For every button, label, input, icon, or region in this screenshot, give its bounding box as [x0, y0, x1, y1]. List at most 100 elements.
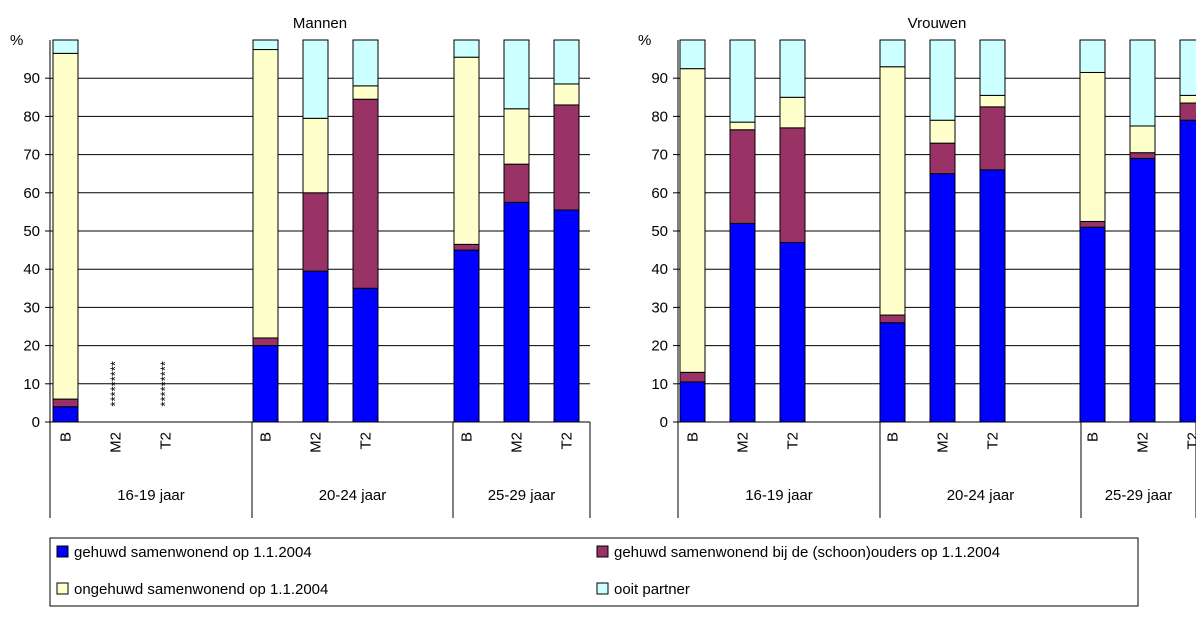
bar-segment: [303, 193, 328, 271]
bar-segment: [454, 40, 479, 57]
y-tick-label: 20: [23, 338, 40, 355]
y-tick-label: 30: [23, 299, 40, 316]
bar-segment: [504, 164, 529, 202]
bar-segment: [1080, 72, 1105, 221]
bar-segment: [1080, 221, 1105, 227]
bar-segment: [930, 120, 955, 143]
y-tick-label: 90: [23, 70, 40, 87]
bar-segment: [780, 40, 805, 97]
bar-segment: [504, 40, 529, 109]
bar-segment: [880, 67, 905, 315]
bar-segment: [930, 40, 955, 120]
x-tick-label: T2: [785, 432, 802, 450]
bar-segment: [1130, 40, 1155, 126]
group-label: 20-24 jaar: [319, 487, 387, 504]
y-tick-label: 40: [651, 261, 668, 278]
bar-segment: [980, 107, 1005, 170]
bar-segment: [353, 288, 378, 422]
bar-segment: [253, 338, 278, 346]
bar-segment: [880, 40, 905, 67]
y-tick-label: 40: [23, 261, 40, 278]
y-tick-label: 80: [651, 108, 668, 125]
bar-segment: [554, 105, 579, 210]
bar-segment: [253, 50, 278, 338]
bar-segment: [930, 143, 955, 174]
legend-swatch: [57, 583, 68, 594]
bar-segment: [53, 407, 78, 422]
x-tick-label: T2: [358, 432, 375, 450]
bar-segment: [53, 40, 78, 53]
legend-label: gehuwd samenwonend op 1.1.2004: [74, 544, 312, 561]
x-tick-label: B: [685, 432, 702, 442]
y-tick-label: 10: [651, 376, 668, 393]
legend-swatch: [57, 546, 68, 557]
bar-segment: [880, 323, 905, 422]
x-tick-label: B: [459, 432, 476, 442]
x-tick-label: M2: [1135, 432, 1152, 453]
bar-segment: [253, 40, 278, 50]
panel-title: Mannen: [293, 15, 347, 32]
bar-segment: [780, 97, 805, 128]
group-label: 20-24 jaar: [947, 487, 1015, 504]
x-tick-label: T2: [158, 432, 175, 450]
x-tick-label: B: [258, 432, 275, 442]
legend-label: ongehuwd samenwonend op 1.1.2004: [74, 581, 328, 598]
bar-segment: [504, 109, 529, 164]
bar-segment: [980, 95, 1005, 106]
y-axis-label: %: [10, 32, 23, 49]
bar-segment: [303, 118, 328, 192]
group-label: 16-19 jaar: [745, 487, 813, 504]
y-tick-label: 90: [651, 70, 668, 87]
bar-segment: [303, 40, 328, 118]
bar-segment: [980, 170, 1005, 422]
bar-segment: [1080, 227, 1105, 422]
x-tick-label: M2: [509, 432, 526, 453]
bar-segment: [680, 382, 705, 422]
bar-segment: [554, 40, 579, 84]
suppressed-marker: *********: [108, 361, 123, 407]
x-tick-label: M2: [308, 432, 325, 453]
legend-swatch: [597, 546, 608, 557]
legend-label: ooit partner: [614, 581, 690, 598]
y-tick-label: 60: [23, 185, 40, 202]
bar-segment: [303, 271, 328, 422]
bar-segment: [53, 53, 78, 399]
bar-segment: [1180, 103, 1196, 120]
bar-segment: [1080, 40, 1105, 72]
bar-segment: [353, 40, 378, 86]
legend-label: gehuwd samenwonend bij de (schoon)ouders…: [614, 544, 1000, 561]
bar-segment: [730, 130, 755, 224]
y-tick-label: 60: [651, 185, 668, 202]
x-tick-label: T2: [1185, 432, 1196, 450]
bar-segment: [1130, 158, 1155, 422]
panel-title: Vrouwen: [908, 15, 967, 32]
bar-segment: [554, 84, 579, 105]
bar-segment: [53, 399, 78, 407]
bar-segment: [253, 346, 278, 422]
x-tick-label: B: [885, 432, 902, 442]
bar-segment: [680, 69, 705, 373]
bar-segment: [930, 174, 955, 422]
y-tick-label: 30: [651, 299, 668, 316]
x-tick-label: B: [58, 432, 75, 442]
chart-panel-0: Mannen0102030405060708090%B*********M2**…: [10, 15, 590, 518]
bar-segment: [1130, 153, 1155, 159]
bar-segment: [980, 40, 1005, 95]
group-label: 25-29 jaar: [1105, 487, 1173, 504]
y-tick-label: 50: [651, 223, 668, 240]
y-tick-label: 70: [651, 147, 668, 164]
legend-swatch: [597, 583, 608, 594]
bar-segment: [1180, 95, 1196, 103]
bar-segment: [730, 223, 755, 422]
bar-segment: [680, 372, 705, 382]
group-label: 16-19 jaar: [117, 487, 185, 504]
bar-segment: [454, 244, 479, 250]
y-tick-label: 0: [32, 414, 40, 431]
x-tick-label: M2: [735, 432, 752, 453]
bar-segment: [780, 242, 805, 422]
y-tick-label: 80: [23, 108, 40, 125]
suppressed-marker: *********: [158, 361, 173, 407]
bar-segment: [504, 202, 529, 422]
